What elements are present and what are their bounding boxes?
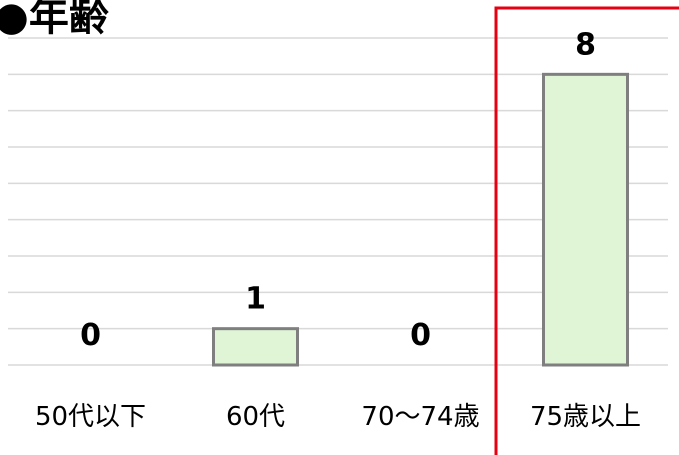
category-labels: 50代以下 60代 70〜74歳 75歳以上 [35, 402, 641, 432]
bar [542, 72, 629, 367]
value-label: 0 [80, 318, 101, 353]
value-labels: 0 1 0 8 [80, 27, 596, 353]
value-label: 1 [245, 282, 266, 317]
category-label: 70〜74歳 [361, 402, 479, 432]
category-label: 60代 [226, 402, 285, 432]
category-label: 75歳以上 [530, 402, 641, 432]
category-label: 50代以下 [35, 402, 146, 432]
chart-title: ●年齢 [0, 0, 109, 40]
highlight-frame [494, 6, 679, 455]
gridlines [8, 37, 668, 366]
bars [212, 72, 629, 367]
bar [212, 327, 299, 367]
value-label: 0 [410, 318, 431, 353]
value-label: 8 [575, 27, 596, 62]
